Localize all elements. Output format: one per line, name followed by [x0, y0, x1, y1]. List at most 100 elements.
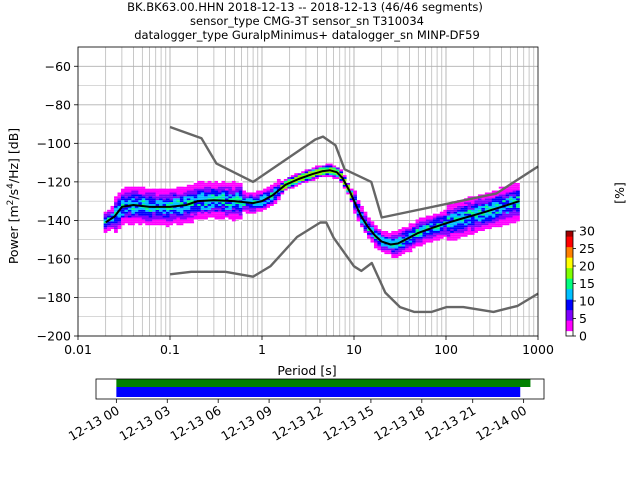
heatmap-cell — [443, 209, 448, 212]
heatmap-cell — [159, 196, 163, 199]
heatmap-cell — [124, 217, 129, 220]
heatmap-cell — [380, 248, 385, 251]
heatmap-cell — [453, 234, 458, 237]
heatmap-cell — [512, 194, 517, 197]
heatmap-cell — [124, 219, 129, 222]
colorbar-segment — [566, 274, 573, 277]
heatmap-cell — [124, 200, 129, 203]
heatmap-cell — [495, 213, 500, 216]
heatmap-cell — [460, 225, 465, 228]
heatmap-cell — [103, 227, 108, 230]
heatmap-cell — [166, 198, 170, 201]
heatmap-cell — [110, 211, 115, 214]
heatmap-cell — [169, 190, 174, 193]
heatmap-cell — [474, 209, 479, 212]
title-line-3: datalogger_type GuralpMinimus+ datalogge… — [134, 28, 480, 42]
heatmap-cell — [467, 232, 472, 235]
heatmap-cell — [145, 198, 150, 201]
heatmap-cell — [190, 186, 195, 189]
heatmap-cell — [117, 221, 122, 224]
heatmap-cell — [186, 188, 191, 191]
colorbar-segment — [566, 259, 573, 262]
heatmap-cell — [124, 188, 129, 191]
heatmap-cell — [453, 211, 458, 214]
heatmap-cell — [152, 194, 156, 197]
heatmap-cell — [453, 207, 458, 210]
heatmap-cell — [384, 240, 389, 243]
heatmap-cell — [360, 205, 364, 208]
heatmap-cell — [315, 165, 319, 168]
heatmap-cell — [394, 246, 399, 249]
heatmap-cell — [245, 196, 250, 199]
heatmap-cell — [467, 234, 472, 237]
heatmap-cell — [224, 184, 229, 187]
heatmap-cell — [363, 219, 368, 222]
heatmap-cell — [186, 200, 191, 203]
heatmap-cell — [249, 200, 253, 203]
heatmap-cell — [204, 202, 208, 205]
heatmap-cell — [127, 221, 132, 224]
heatmap-cell — [384, 232, 389, 235]
heatmap-cell — [221, 186, 226, 189]
heatmap-cell — [131, 215, 136, 218]
heatmap-cell — [488, 205, 493, 208]
heatmap-cell — [207, 196, 212, 199]
heatmap-cell — [207, 186, 212, 189]
heatmap-cell — [509, 213, 513, 216]
heatmap-cell — [155, 204, 160, 206]
heatmap-cell — [273, 184, 278, 187]
heatmap-cell — [471, 207, 475, 210]
heatmap-cell — [408, 230, 413, 233]
heatmap-cell — [450, 213, 454, 216]
heatmap-cell — [218, 209, 222, 212]
heatmap-cell — [484, 213, 489, 216]
heatmap-cell — [120, 192, 125, 195]
heatmap-cell — [484, 223, 489, 226]
heatmap-cell — [172, 188, 177, 191]
heatmap-cell — [453, 225, 458, 228]
heatmap-cell — [141, 196, 146, 199]
heatmap-cell — [207, 207, 212, 210]
heatmap-cell — [186, 213, 191, 216]
heatmap-cell — [391, 230, 396, 233]
heatmap-cell — [270, 192, 274, 195]
heatmap-cell — [367, 230, 371, 233]
heatmap-cell — [155, 211, 160, 214]
heatmap-cell — [259, 194, 264, 197]
heatmap-cell — [176, 223, 181, 226]
heatmap-cell — [419, 229, 423, 231]
heatmap-cell — [235, 190, 240, 193]
heatmap-cell — [263, 207, 267, 210]
heatmap-cell — [183, 207, 188, 210]
heatmap-cell — [509, 207, 513, 210]
y-tick-label: −60 — [45, 59, 71, 74]
heatmap-cell — [405, 225, 409, 228]
heatmap-cell — [193, 215, 198, 218]
coverage-tick-label: 12-13 06 — [168, 403, 224, 444]
heatmap-cell — [218, 194, 222, 197]
heatmap-cell — [412, 236, 416, 239]
heatmap-cell — [124, 192, 129, 195]
heatmap-cell — [172, 209, 177, 212]
nhnm-curve — [169, 125, 539, 219]
heatmap-cell — [509, 190, 513, 193]
heatmap-cell — [155, 196, 160, 199]
heatmap-cell — [384, 246, 389, 249]
heatmap-cell — [328, 163, 333, 166]
heatmap-cell — [224, 196, 229, 199]
heatmap-cell — [183, 209, 188, 212]
heatmap-cell — [114, 204, 118, 206]
heatmap-cell — [491, 217, 496, 220]
heatmap-cell — [159, 221, 163, 224]
heatmap-cell — [391, 234, 396, 237]
heatmap-cell — [453, 215, 458, 218]
heatmap-cell — [491, 211, 496, 214]
heatmap-cell — [450, 211, 454, 214]
heatmap-cell — [124, 190, 129, 193]
heatmap-cell — [166, 202, 170, 205]
heatmap-cell — [120, 188, 125, 191]
heatmap-cell — [197, 217, 201, 220]
heatmap-cell — [502, 209, 506, 212]
heatmap-cell — [446, 225, 451, 228]
